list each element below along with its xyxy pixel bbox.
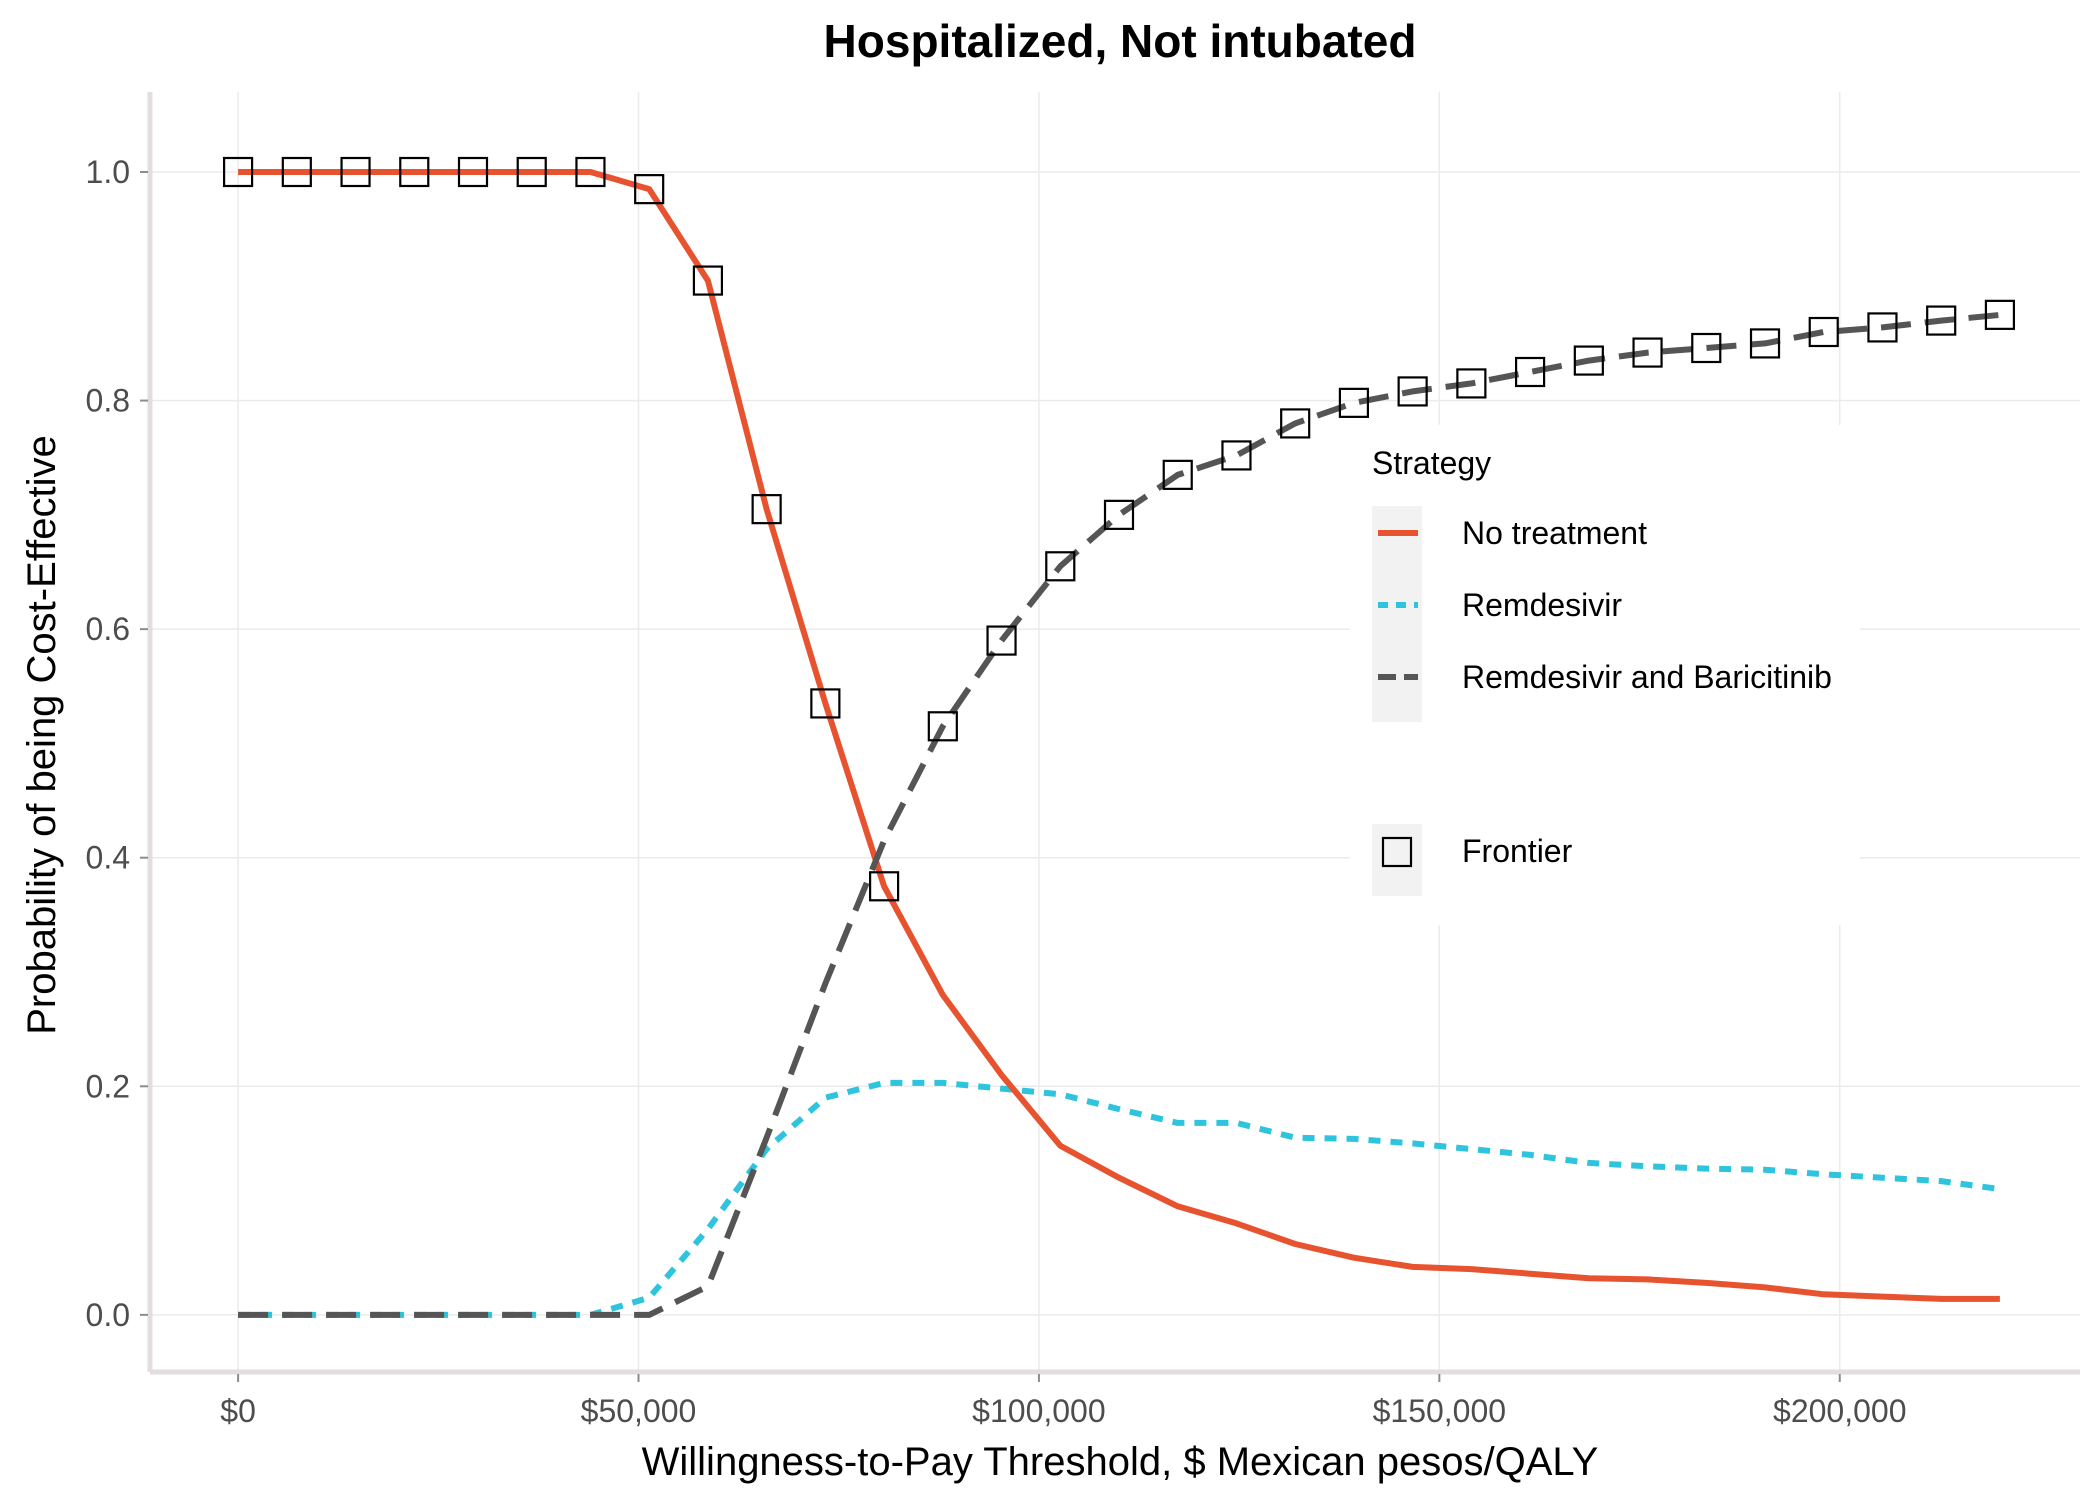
frontier-marker xyxy=(1338,387,1370,418)
x-tick-label: $50,000 xyxy=(581,1393,697,1429)
legend-items: No treatment Remdesivir Remdesivir and Bar… xyxy=(1372,506,1832,896)
legend-key-bg xyxy=(1372,824,1422,896)
legend-label-1: No treatment xyxy=(1462,515,1647,551)
y-tick-label: 1.0 xyxy=(86,154,130,190)
x-tick-label: $0 xyxy=(220,1393,256,1429)
frontier-marker xyxy=(1926,305,1957,336)
frontier-marker xyxy=(986,625,1017,656)
frontier-marker xyxy=(634,174,665,205)
frontier-marker xyxy=(1749,328,1781,359)
y-tick-label: 0.0 xyxy=(86,1297,130,1333)
frontier-marker xyxy=(1162,459,1193,490)
legend-label-3: Remdesivir and Baricitinib xyxy=(1462,659,1832,695)
frontier-marker xyxy=(1573,345,1604,376)
frontier-marker xyxy=(868,871,900,902)
y-tick-label: 0.6 xyxy=(86,611,130,647)
frontier-marker xyxy=(575,156,606,188)
y-axis-title: Probability of being Cost-Effective xyxy=(20,435,64,1035)
axes xyxy=(147,92,2080,1375)
legend-label-2: Remdesivir xyxy=(1462,587,1622,623)
y-tick-label: 0.8 xyxy=(86,383,130,419)
chart-title: Hospitalized, Not intubated xyxy=(824,15,1417,67)
frontier-marker xyxy=(1103,499,1135,530)
legend-key-bg xyxy=(1372,578,1422,650)
grid xyxy=(150,92,2080,1372)
y-axis-ticks: 0.0 0.2 0.4 0.6 0.8 1.0 xyxy=(86,154,148,1333)
frontier-marker xyxy=(1632,337,1663,368)
x-tick-label: $150,000 xyxy=(1373,1393,1506,1429)
legend-key-frontier xyxy=(1381,836,1413,868)
frontier-marker xyxy=(399,156,430,188)
frontier-marker xyxy=(340,156,371,188)
x-tick-label: $100,000 xyxy=(972,1393,1105,1429)
legend-background xyxy=(1350,425,1860,925)
frontier-marker xyxy=(1984,299,2016,330)
frontier-marker xyxy=(1221,440,1252,471)
series-line-3 xyxy=(238,311,2001,1318)
frontier-marker xyxy=(457,156,489,188)
y-tick-label: 0.4 xyxy=(86,840,130,876)
frontier-marker xyxy=(1808,316,1839,348)
y-tick-label: 0.2 xyxy=(86,1068,130,1104)
frontier-marker xyxy=(516,156,547,188)
legend-key-bg xyxy=(1372,506,1422,578)
legend-label-frontier: Frontier xyxy=(1462,833,1573,869)
frontier-marker xyxy=(751,494,782,525)
frontier-marker xyxy=(222,156,254,188)
frontier-marker xyxy=(281,156,312,188)
plot-area xyxy=(147,92,2080,1375)
legend-title: Strategy xyxy=(1372,445,1491,481)
series-lines xyxy=(238,169,2001,1318)
frontier-marker xyxy=(927,711,958,742)
frontier-marker xyxy=(1280,408,1311,439)
legend-key-bg xyxy=(1372,650,1422,722)
frontier-marker xyxy=(1456,368,1487,399)
frontier-markers xyxy=(222,156,2016,902)
frontier-marker xyxy=(1691,332,1722,364)
frontier-marker xyxy=(1397,376,1428,407)
x-tick-label: $200,000 xyxy=(1773,1393,1906,1429)
frontier-marker xyxy=(692,265,724,296)
series-line-1 xyxy=(238,169,2000,1302)
frontier-marker xyxy=(1867,312,1898,343)
legend: Strategy No treatment Remdesivir Remdesivi… xyxy=(1350,425,1860,925)
frontier-marker xyxy=(1045,551,1076,582)
x-axis-title: Willingness-to-Pay Threshold, $ Mexican … xyxy=(642,1440,1599,1484)
x-axis-ticks: $0 $50,000 $100,000 $150,000 $200,000 xyxy=(220,1374,1906,1429)
frontier-marker xyxy=(810,688,841,719)
frontier-marker xyxy=(1514,356,1546,388)
